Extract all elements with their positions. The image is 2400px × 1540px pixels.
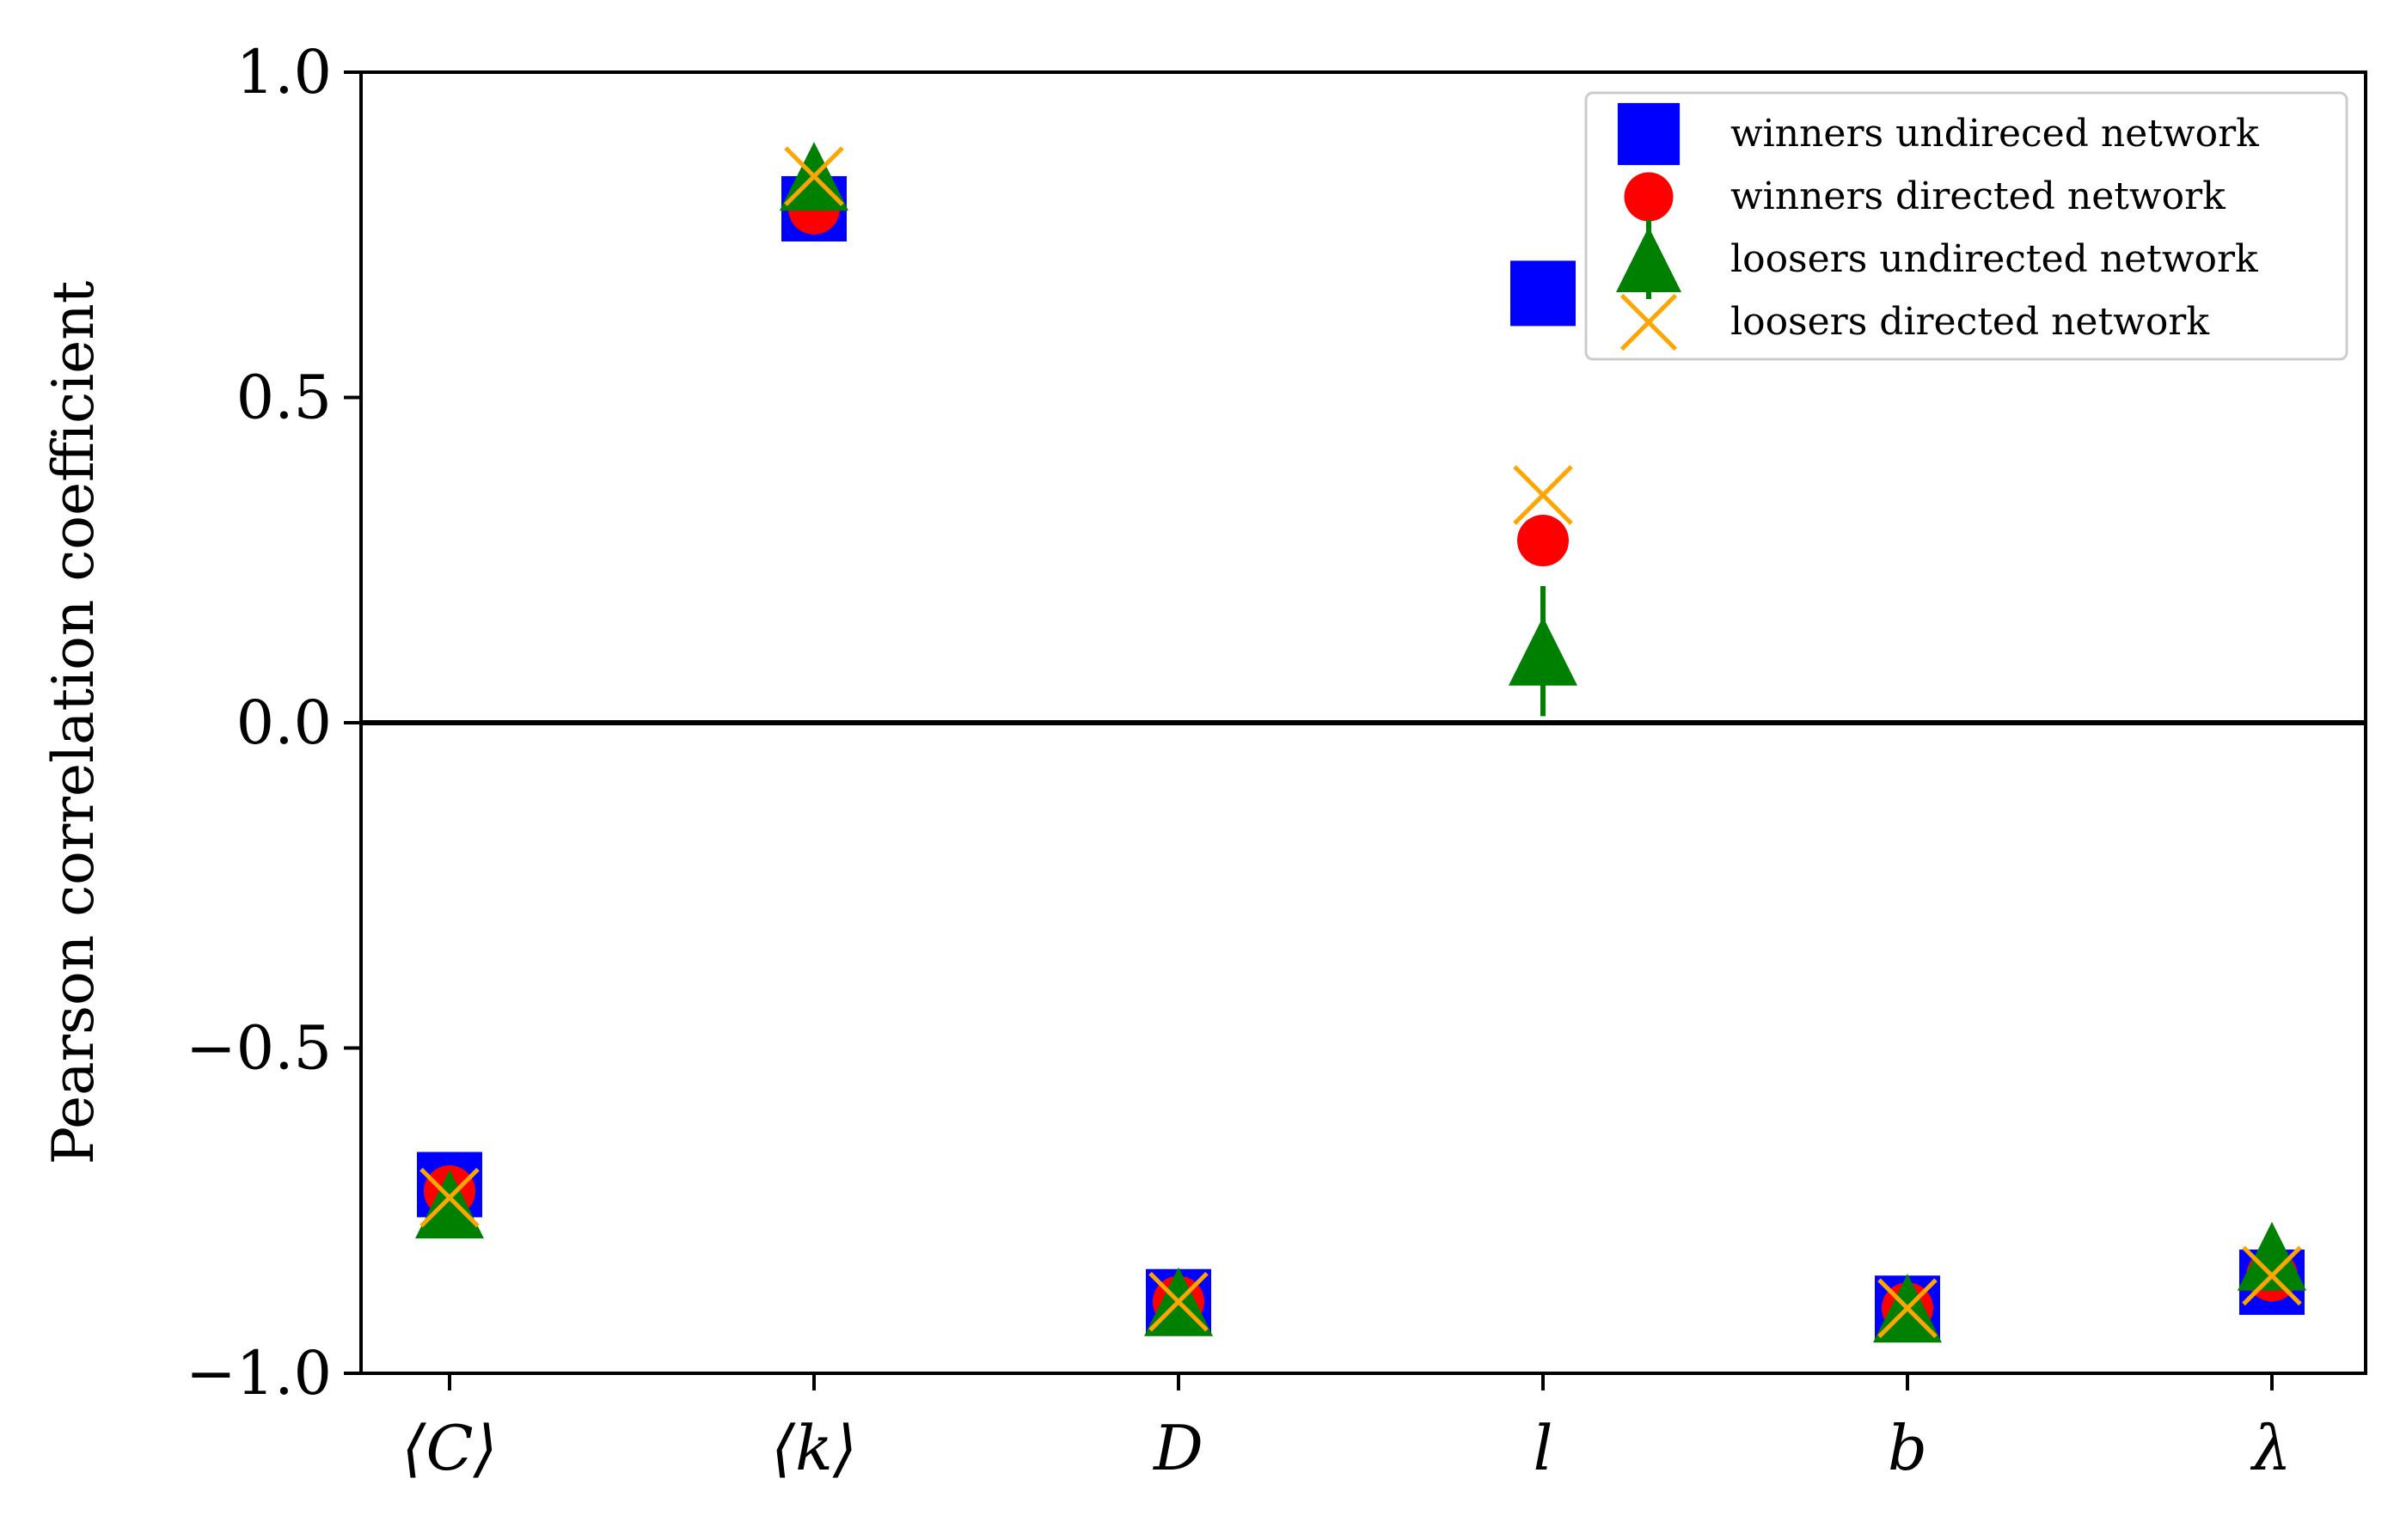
point-triangle: [415, 1170, 484, 1239]
point-triangle: [2238, 1221, 2306, 1291]
point-x-stroke: [784, 146, 844, 206]
x-tick-label: l: [1533, 1412, 1552, 1484]
legend-label: loosers directed network: [1730, 300, 2209, 344]
legend-marker-x: [1619, 293, 1678, 351]
legend-marker-x-stroke: [1619, 293, 1678, 351]
legend-marker-square: [1617, 102, 1681, 166]
legend-box: [1584, 91, 2348, 361]
point-triangle: [1509, 616, 1577, 686]
legend-label: loosers undirected network: [1730, 237, 2258, 281]
point-x: [2242, 1245, 2302, 1306]
legend-label: winners directed network: [1730, 174, 2226, 218]
point-x-stroke: [1513, 465, 1573, 525]
y-tick-label: −0.5: [186, 1013, 332, 1084]
legend: winners undireced network winners directe…: [1584, 91, 2348, 361]
point-x: [784, 146, 844, 206]
point-x-stroke: [419, 1167, 480, 1228]
y-axis-title: Pearson correlation coefficient: [40, 281, 107, 1165]
point-x: [1513, 465, 1573, 525]
y-tick-label: −1.0: [186, 1338, 332, 1409]
data-marks: [361, 142, 2366, 1343]
legend-label: winners undireced network: [1730, 112, 2259, 156]
x-tick-label: D: [1152, 1412, 1203, 1484]
point-x: [419, 1167, 480, 1228]
point-x: [1877, 1278, 1938, 1339]
x-tick-label: ⟨C⟩: [401, 1412, 497, 1484]
x-tick-label: b: [1888, 1412, 1927, 1484]
point-square: [1510, 260, 1576, 327]
point-x-stroke: [2242, 1245, 2302, 1306]
point-x-stroke: [1877, 1278, 1938, 1339]
y-tick-label: 1.0: [236, 37, 332, 107]
legend-marker-circle: [1624, 172, 1674, 222]
y-tick-label: 0.0: [236, 688, 332, 758]
x-tick-label: λ: [2250, 1412, 2292, 1484]
point-x-stroke: [1148, 1271, 1209, 1332]
point-circle: [1517, 515, 1569, 567]
plot-frame: [359, 70, 2367, 1375]
point-x: [1148, 1271, 1209, 1332]
y-tick-label: 0.5: [236, 363, 332, 433]
x-tick-label: ⟨k⟩: [771, 1412, 857, 1484]
y-axis: −1.0 −0.5 0.0 0.5 1.0: [186, 37, 361, 1409]
